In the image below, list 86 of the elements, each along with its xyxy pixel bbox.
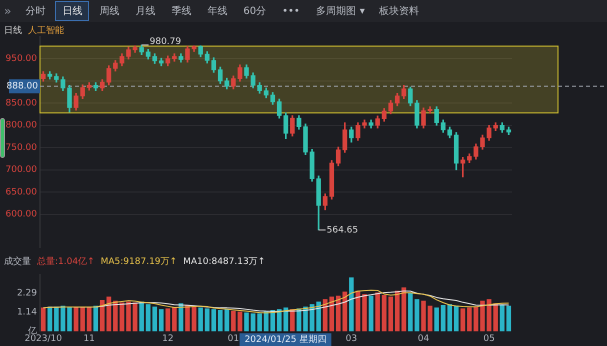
bar (238, 312, 242, 332)
bar (414, 299, 420, 332)
text: 季线 (170, 4, 192, 19)
y-tick-label: 700.00 (6, 165, 38, 176)
bar (375, 292, 380, 332)
bar (166, 308, 170, 332)
bar (152, 306, 158, 332)
bar (86, 306, 92, 332)
bar (467, 307, 472, 332)
x-tick-label: 05 (483, 334, 495, 344)
bar (40, 307, 46, 332)
bar (408, 292, 413, 332)
annotation: 564.65 (326, 225, 358, 236)
chart-subtitle: 人工智能 (28, 24, 64, 37)
bar (342, 292, 348, 332)
text: ▾ (360, 6, 365, 16)
y-tick-label: 850.00 (6, 98, 38, 108)
y-tick-label: 1.14 (16, 308, 38, 318)
chart-title: 日线 (4, 24, 22, 37)
bar (80, 306, 85, 332)
text: ••• (281, 4, 301, 18)
bar (54, 306, 59, 332)
bar (93, 306, 98, 332)
text: 板块资料 (378, 4, 420, 19)
bar (336, 296, 341, 332)
bar (158, 309, 164, 332)
bar (434, 307, 439, 332)
bar (368, 296, 374, 332)
bar (394, 290, 400, 332)
bar (172, 307, 177, 332)
text: 多周期图 (316, 6, 356, 17)
bar (388, 296, 394, 332)
bar (218, 310, 223, 332)
text: MA10:8487.13万↑ (183, 256, 266, 268)
bar (231, 310, 236, 332)
bar (284, 307, 288, 332)
bar (276, 309, 282, 332)
bar (211, 309, 216, 332)
text: 日线 (55, 1, 90, 21)
bar (440, 304, 446, 332)
x-tick-label: 01 (228, 334, 240, 344)
bar (178, 303, 184, 332)
x-tick-label: 04 (418, 334, 430, 344)
bar (48, 306, 52, 332)
y-tick-label: 950.00 (6, 54, 38, 64)
text: » (3, 4, 12, 18)
bar (382, 294, 386, 332)
text: MA5:9187.19万↑ (100, 256, 178, 268)
bar (329, 296, 334, 332)
x-tick-label: 2023/10 (24, 334, 62, 344)
bar (74, 307, 78, 332)
text: 分时 (24, 4, 46, 19)
x-tick-label: 03 (346, 334, 358, 344)
x-tick-label: 12 (162, 334, 174, 344)
bar (257, 313, 262, 332)
bar (349, 277, 354, 332)
y-tick-label: 800.00 (6, 120, 38, 131)
y-tick-label: 750.00 (6, 142, 38, 153)
bar (100, 300, 105, 332)
text: 总量:1.04亿↑ (37, 256, 95, 268)
bar (198, 307, 203, 332)
y-tick-label: 2.29 (16, 288, 38, 298)
text: 年线 (206, 4, 228, 19)
bar (402, 287, 406, 332)
bar (204, 308, 210, 332)
bar (106, 296, 112, 332)
bar (139, 302, 144, 332)
y-tick-label: 650.00 (6, 187, 38, 198)
x-tick-label: 11 (83, 334, 95, 344)
bar (146, 304, 150, 332)
chart-title: 成交量 (4, 256, 31, 268)
annotation: 980.79 (150, 36, 182, 47)
bar (224, 309, 230, 332)
text: 周线 (98, 4, 120, 19)
text: 2024/01/25 星期四 (244, 334, 326, 346)
text: 月线 (134, 4, 156, 19)
bar (447, 304, 452, 332)
bar (316, 302, 321, 332)
bar (264, 312, 268, 332)
bar (506, 306, 512, 332)
y-tick-label: 600.00 (6, 210, 38, 220)
bar (322, 299, 328, 332)
text: 60分 (242, 5, 268, 19)
bar (460, 308, 466, 332)
bar (454, 306, 459, 332)
bar (500, 304, 504, 332)
